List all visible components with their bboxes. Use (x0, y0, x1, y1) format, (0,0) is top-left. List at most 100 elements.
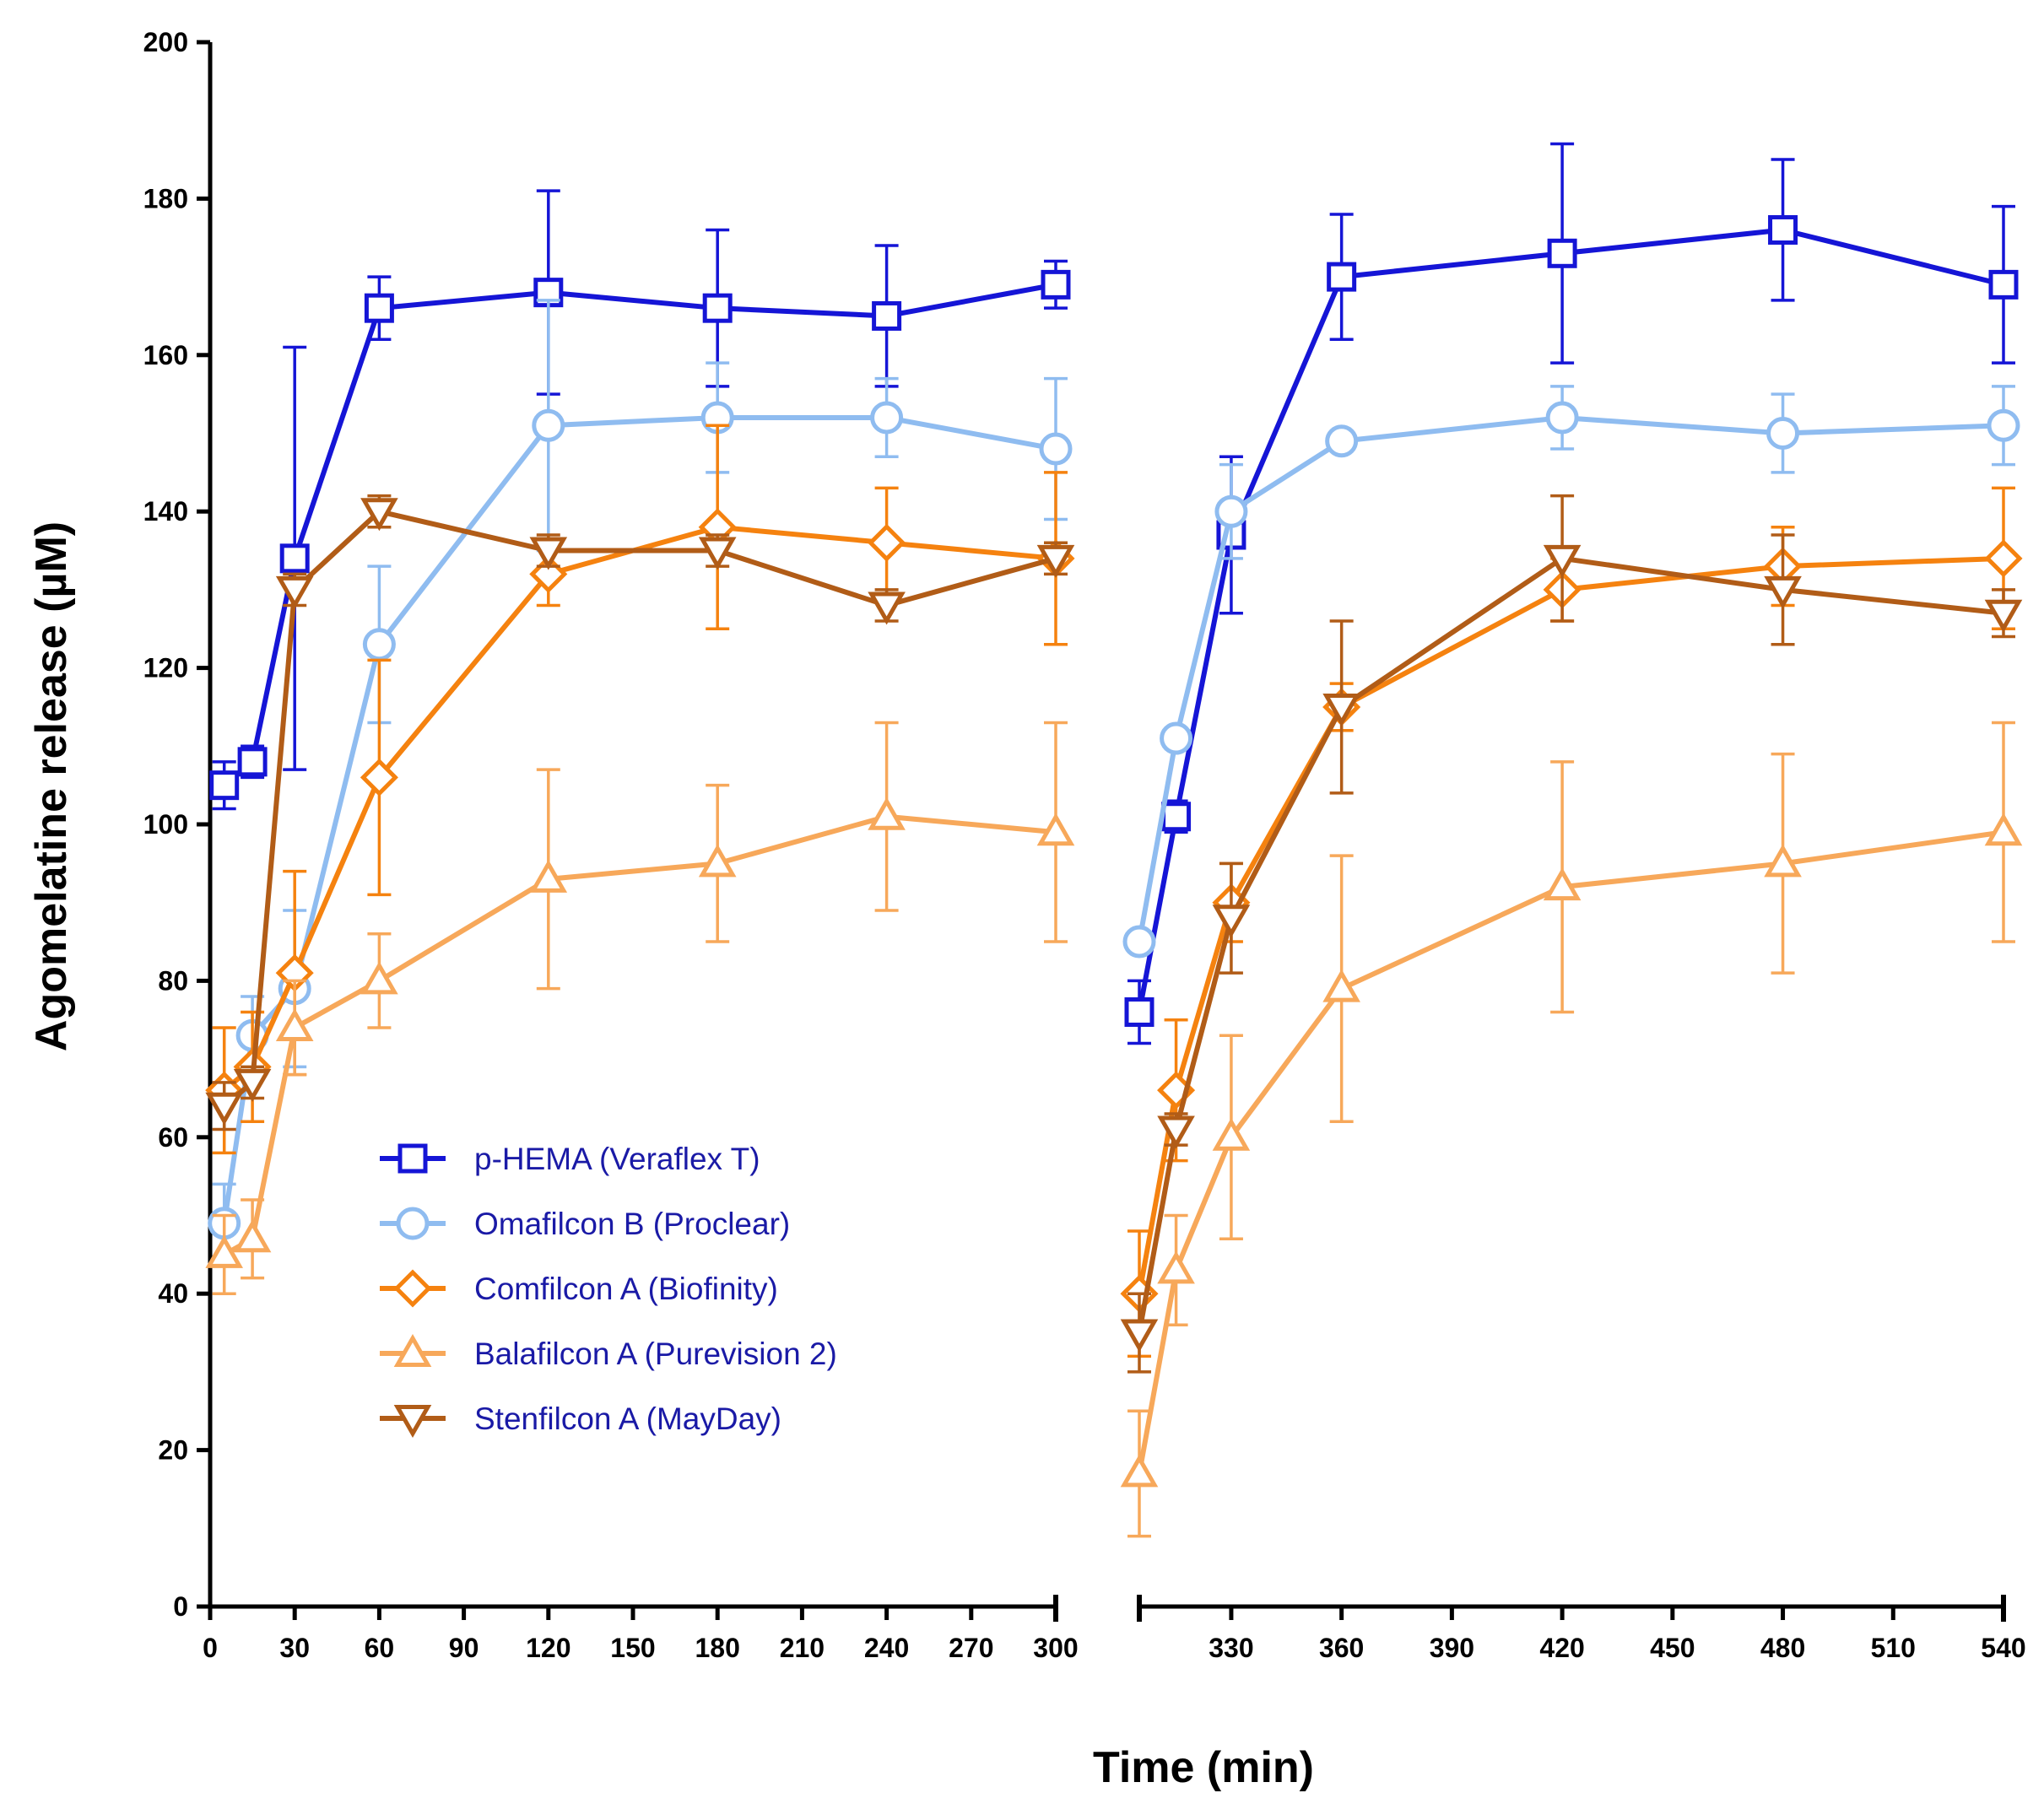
series-line (222, 282, 1057, 787)
legend-label: Omafilcon B (Proclear) (474, 1207, 790, 1241)
legend-marker (393, 1333, 432, 1367)
data-point (1157, 1115, 1195, 1149)
x-tick-label: 420 (1539, 1633, 1584, 1663)
y-tick-label: 20 (158, 1435, 188, 1466)
y-tick-label: 40 (158, 1278, 188, 1309)
legend-label: Balafilcon A (Purevision 2) (474, 1337, 837, 1371)
x-tick-label: 30 (279, 1633, 310, 1663)
data-point (1764, 575, 1802, 609)
x-tick-label: 480 (1760, 1633, 1805, 1663)
legend-marker (396, 1207, 430, 1240)
data-point (1322, 693, 1360, 726)
x-tick-label: 120 (526, 1633, 570, 1663)
data-point (870, 401, 904, 435)
data-point (1984, 599, 2023, 633)
legend-marker (393, 1405, 432, 1439)
data-point (1327, 262, 1357, 292)
data-point (362, 628, 396, 662)
data-point (868, 797, 906, 830)
data-point (205, 1092, 244, 1126)
series-5 (205, 494, 2023, 1374)
y-tick-label: 200 (143, 27, 188, 57)
x-tick-label: 150 (610, 1633, 655, 1663)
data-point (360, 961, 398, 995)
x-tick-label: 90 (449, 1633, 479, 1663)
chart-legend: p-HEMA (Veraflex T) Omafilcon B (Proclear… (380, 1142, 837, 1439)
data-point (233, 1219, 272, 1253)
data-point (1322, 969, 1360, 1002)
data-point (1547, 238, 1577, 268)
data-point (1120, 1454, 1159, 1488)
data-point (364, 293, 394, 323)
data-point (360, 758, 398, 797)
data-point (1764, 844, 1802, 878)
series-line (1137, 555, 2004, 1334)
data-point (1766, 417, 1800, 450)
data-point (360, 498, 398, 532)
series-layer (205, 142, 2023, 1538)
legend-marker (393, 1269, 432, 1308)
legend-marker (397, 1143, 428, 1174)
data-point (1768, 214, 1798, 245)
data-point (279, 543, 310, 574)
x-tick-label: 300 (1033, 1633, 1078, 1663)
x-tick-label: 180 (695, 1633, 740, 1663)
data-point (868, 523, 906, 562)
data-point (1984, 539, 2023, 578)
data-point (1160, 721, 1193, 755)
y-tick-label: 80 (158, 965, 188, 996)
data-point (872, 300, 902, 331)
data-point (1039, 432, 1073, 466)
legend-entry: p-HEMA (Veraflex T) (380, 1142, 760, 1176)
x-axis-title: Time (min) (1093, 1743, 1314, 1792)
data-point (1212, 1117, 1251, 1151)
legend-entry: Comfilcon A (Biofinity) (380, 1269, 778, 1308)
y-tick-label: 160 (143, 340, 188, 370)
y-tick-label: 140 (143, 496, 188, 527)
data-point (529, 859, 568, 893)
data-point (1214, 494, 1248, 528)
data-point (275, 1007, 314, 1042)
data-point (1543, 544, 1582, 578)
series-4 (205, 721, 2023, 1538)
data-point (1984, 813, 2023, 846)
series-line (223, 813, 1057, 1257)
y-axis-title: Agomelatine release (µM) (27, 521, 76, 1051)
data-point (702, 293, 733, 323)
data-point (205, 1234, 244, 1268)
data-point (868, 591, 906, 625)
data-point (529, 537, 568, 570)
y-tick-label: 100 (143, 809, 188, 840)
series-2 (208, 299, 2020, 1264)
series-line (1137, 555, 2004, 1294)
x-tick-label: 270 (949, 1633, 993, 1663)
x-tick-label: 210 (780, 1633, 825, 1663)
data-point (532, 408, 565, 442)
x-tick-label: 330 (1209, 1633, 1253, 1663)
data-point (698, 844, 737, 878)
data-point (698, 537, 737, 570)
series-line (1137, 829, 2004, 1474)
data-point (1543, 867, 1582, 901)
data-point (237, 747, 268, 777)
legend-label: Stenfilcon A (MayDay) (474, 1401, 781, 1436)
legend-label: Comfilcon A (Biofinity) (474, 1272, 778, 1306)
x-tick-label: 510 (1871, 1633, 1916, 1663)
y-tick-label: 180 (143, 183, 188, 213)
x-tick-label: 450 (1650, 1633, 1695, 1663)
data-point (1325, 424, 1359, 458)
x-tick-label: 390 (1430, 1633, 1474, 1663)
data-point (1212, 905, 1251, 938)
data-point (1545, 401, 1579, 435)
data-point (233, 1068, 272, 1102)
data-point (1120, 1319, 1159, 1353)
y-tick-label: 120 (143, 653, 188, 683)
data-point (1124, 996, 1154, 1027)
x-tick-label: 540 (1981, 1633, 2025, 1663)
data-point (1161, 802, 1192, 832)
legend-entry: Balafilcon A (Purevision 2) (380, 1333, 837, 1371)
data-point (1036, 544, 1075, 578)
x-tick-label: 0 (203, 1633, 218, 1663)
legend-entry: Stenfilcon A (MayDay) (380, 1401, 781, 1439)
